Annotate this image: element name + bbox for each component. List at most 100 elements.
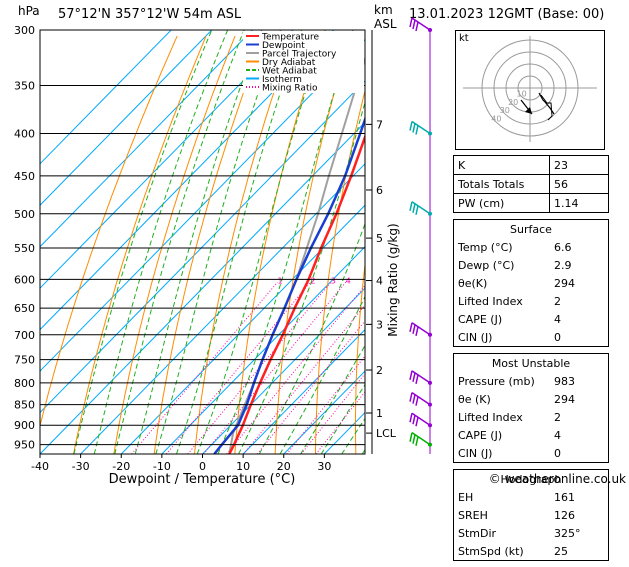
most-unstable-row-label: θe (K) xyxy=(453,390,550,408)
mixing-ratio-label: 4 xyxy=(346,276,351,285)
location-label: 57°12'N 357°12'W 54m ASL xyxy=(58,7,242,22)
surface-row: Temp (°C) 6.6 xyxy=(453,238,609,256)
most-unstable-title: Most Unstable xyxy=(453,353,609,372)
wet-adiabat-line xyxy=(114,30,245,454)
indices-panel: K 23 Totals Totals 56 PW (cm) 1.14 Surfa… xyxy=(453,155,609,567)
hodograph-panel-row-value: 25 xyxy=(550,542,609,561)
wind-barb xyxy=(409,201,432,216)
wet-adiabat-line xyxy=(176,30,303,454)
wet-adiabat-line xyxy=(73,30,213,454)
isotherm-line xyxy=(40,80,365,414)
isotherm-line xyxy=(40,30,172,165)
legend-label: Mixing Ratio xyxy=(262,84,318,94)
mixing-ratio-line xyxy=(286,355,365,454)
most-unstable-table: Most Unstable Pressure (mb) 983 θe (K) 294 Li… xyxy=(453,353,609,463)
wet-adiabat-line xyxy=(320,383,365,454)
indices-table: K 23 Totals Totals 56 PW (cm) 1.14 xyxy=(453,155,609,213)
pressure-tick-label: 800 xyxy=(14,377,35,390)
surface-row-label: CAPE (J) xyxy=(453,310,550,328)
most-unstable-row-label: CAPE (J) xyxy=(453,426,550,444)
wind-barb xyxy=(409,412,432,428)
surface-row-label: θe(K) xyxy=(453,274,550,292)
km-tick-label: 2 xyxy=(376,364,383,377)
hodograph-panel-row-label: StmDir xyxy=(453,524,550,542)
dry-adiabat-line xyxy=(315,88,365,454)
most-unstable-row-value: 294 xyxy=(550,390,609,408)
wind-barb xyxy=(409,370,432,385)
pressure-tick-label: 900 xyxy=(14,419,35,432)
hodograph-ring-label: 30 xyxy=(500,106,510,115)
mixing-ratio-label: 3 xyxy=(331,276,336,285)
hodograph-panel-row-label: EH xyxy=(453,488,550,506)
hodograph-panel-row-label: StmSpd (kt) xyxy=(453,542,550,561)
x-tick-label: -30 xyxy=(72,460,90,473)
x-tick-label: -40 xyxy=(31,460,49,473)
x-tick-label: 30 xyxy=(317,460,331,473)
pressure-tick-label: 750 xyxy=(14,354,35,367)
isotherm-line xyxy=(40,30,294,289)
wet-adiabat-line xyxy=(279,295,365,454)
dry-adiabat-line xyxy=(194,35,294,454)
km-tick-label: 7 xyxy=(376,118,383,131)
most-unstable-row-value: 2 xyxy=(550,408,609,426)
km-tick-label: 6 xyxy=(376,184,383,197)
x-tick-label: 0 xyxy=(199,460,206,473)
surface-row-value: 6.6 xyxy=(550,238,609,256)
most-unstable-row-value: 983 xyxy=(550,372,609,390)
dry-adiabat-line xyxy=(274,35,352,454)
pressure-tick-label: 300 xyxy=(14,24,35,37)
most-unstable-row: θe (K) 294 xyxy=(453,390,609,408)
hodograph-panel-row-label: SREH xyxy=(453,506,550,524)
wind-barb xyxy=(409,120,432,136)
hodograph-panel-row: EH 161 xyxy=(453,488,609,506)
surface-row-label: Temp (°C) xyxy=(453,238,550,256)
hodograph-ring-label: 40 xyxy=(491,115,501,124)
most-unstable-row-label: CIN (J) xyxy=(453,444,550,463)
legend-label: Temperature xyxy=(261,33,319,43)
datetime-label: 13.01.2023 12GMT (Base: 00) xyxy=(409,7,605,22)
hodograph-ring-label: 10 xyxy=(517,89,527,98)
pressure-unit-label: hPa xyxy=(18,4,40,18)
mixing-ratio-line xyxy=(165,281,311,454)
most-unstable-row: Lifted Index 2 xyxy=(453,408,609,426)
km-label: km xyxy=(374,3,393,17)
wind-barb xyxy=(409,392,432,407)
pressure-tick-label: 450 xyxy=(14,170,35,183)
surface-row: θe(K) 294 xyxy=(453,274,609,292)
wet-adiabat-line xyxy=(196,30,326,454)
km-tick-label: 5 xyxy=(376,232,383,245)
mixing-ratio-line xyxy=(243,304,365,454)
legend-label: Isotherm xyxy=(262,75,302,85)
surface-row-value: 2 xyxy=(550,292,609,310)
mixing-ratio-line xyxy=(131,281,278,454)
mixing-ratio-line xyxy=(300,372,365,454)
pw-value: 1.14 xyxy=(549,193,609,213)
surface-row-label: Lifted Index xyxy=(453,292,550,310)
dry-adiabat-line xyxy=(40,35,178,428)
storm-motion-arrowhead xyxy=(525,107,532,114)
isotherm-line xyxy=(40,30,213,206)
km-tick-label: 1 xyxy=(376,407,383,420)
surface-row-value: 4 xyxy=(550,310,609,328)
surface-row-label: CIN (J) xyxy=(453,328,550,347)
isotherm-line xyxy=(80,163,365,454)
most-unstable-row-label: Pressure (mb) xyxy=(453,372,550,390)
k-index-value: 23 xyxy=(549,155,609,175)
surface-row-label: Dewp (°C) xyxy=(453,256,550,274)
most-unstable-row-value: 4 xyxy=(550,426,609,444)
legend-background xyxy=(243,31,364,93)
y-axis-right-label: Mixing Ratio (g/kg) xyxy=(386,223,400,336)
most-unstable-row-label: Lifted Index xyxy=(453,408,550,426)
hodograph-panel-row: SREH 126 xyxy=(453,506,609,524)
wet-adiabat-line xyxy=(258,222,365,454)
most-unstable-row: CIN (J) 0 xyxy=(453,444,609,463)
pressure-tick-label: 700 xyxy=(14,329,35,342)
km-tick-label: LCL xyxy=(376,427,397,440)
wind-barb xyxy=(409,17,432,32)
totals-totals-label: Totals Totals xyxy=(453,174,550,194)
mixing-ratio-line xyxy=(256,320,365,454)
surface-row-value: 294 xyxy=(550,274,609,292)
pw-label: PW (cm) xyxy=(453,193,550,213)
surface-row: CIN (J) 0 xyxy=(453,328,609,347)
hodograph-table: Hodograph EH 161 SREH 126 StmDir 325° StmSpd (k… xyxy=(453,469,609,561)
